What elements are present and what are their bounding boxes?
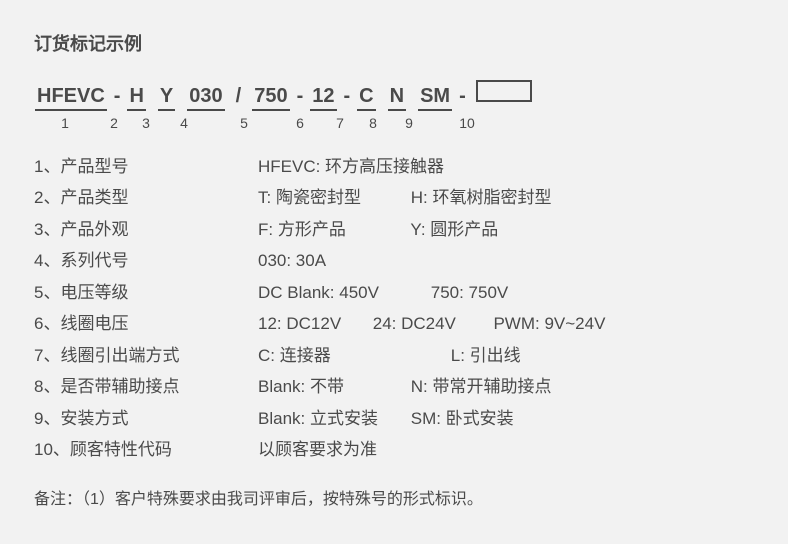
index-4: 4: [160, 115, 208, 131]
index-3: 3: [132, 115, 160, 131]
def-value: 以顾客要求为准: [258, 434, 754, 465]
option: 750: 750V: [431, 283, 509, 302]
index-10: 10: [432, 115, 502, 131]
code-segment-2: H: [127, 85, 145, 111]
def-label: 7、线圈引出端方式: [34, 340, 258, 371]
option: L: 引出线: [451, 346, 521, 365]
section-title: 订货标记示例: [34, 30, 754, 56]
index-5: 5: [208, 115, 280, 131]
def-label: 9、安装方式: [34, 403, 258, 434]
def-value: HFEVC: 环方高压接触器: [258, 151, 754, 182]
def-row-4: 4、系列代号 030: 30A: [34, 245, 754, 276]
def-row-9: 9、安装方式 Blank: 立式安装 SM: 卧式安装: [34, 403, 754, 434]
def-value: DC Blank: 450V 750: 750V: [258, 277, 754, 308]
index-6: 6: [280, 115, 320, 131]
dash-separator: -: [108, 85, 127, 108]
def-value: 030: 30A: [258, 245, 754, 276]
code-segment-7: C: [357, 85, 375, 111]
option: Y: 圆形产品: [410, 220, 498, 239]
option: 24: DC24V: [373, 308, 489, 339]
def-value: C: 连接器 L: 引出线: [258, 340, 754, 371]
index-8: 8: [360, 115, 386, 131]
code-segment-9: SM: [418, 85, 452, 111]
option: PWM: 9V~24V: [493, 314, 605, 333]
option: 12: DC12V: [258, 308, 368, 339]
index-9: 9: [386, 115, 432, 131]
def-label: 8、是否带辅助接点: [34, 371, 258, 402]
dash-separator: -: [291, 85, 310, 108]
def-label: 6、线圈电压: [34, 308, 258, 339]
code-segment-5: 750: [252, 85, 289, 111]
footnote: 备注：（1）客户特殊要求由我司评审后，按特殊号的形式标识。: [34, 485, 754, 509]
index-1: 1: [34, 115, 96, 131]
code-placeholder-box: [476, 80, 532, 102]
def-label: 10、顾客特性代码: [34, 434, 258, 465]
index-2: 2: [96, 115, 132, 131]
code-segment-8: N: [388, 85, 406, 111]
dash-separator: -: [338, 85, 357, 108]
code-segment-4: 030: [187, 85, 224, 111]
code-segment-1: HFEVC: [35, 85, 107, 111]
def-label: 5、电压等级: [34, 277, 258, 308]
def-row-1: 1、产品型号 HFEVC: 环方高压接触器: [34, 151, 754, 182]
def-value: Blank: 不带 N: 带常开辅助接点: [258, 371, 754, 402]
def-row-7: 7、线圈引出端方式 C: 连接器 L: 引出线: [34, 340, 754, 371]
dash-separator: -: [453, 85, 472, 108]
def-row-2: 2、产品类型 T: 陶瓷密封型 H: 环氧树脂密封型: [34, 182, 754, 213]
def-label: 3、产品外观: [34, 214, 258, 245]
def-row-8: 8、是否带辅助接点 Blank: 不带 N: 带常开辅助接点: [34, 371, 754, 402]
def-row-5: 5、电压等级 DC Blank: 450V 750: 750V: [34, 277, 754, 308]
option: H: 环氧树脂密封型: [411, 188, 552, 207]
part-number-code: HFEVC - H Y 030 / 750 - 12 - C N SM -: [34, 80, 754, 111]
slash-separator: /: [226, 85, 252, 108]
option: T: 陶瓷密封型: [258, 182, 406, 213]
def-value: F: 方形产品 Y: 圆形产品: [258, 214, 754, 245]
option: C: 连接器: [258, 340, 446, 371]
def-value: 12: DC12V 24: DC24V PWM: 9V~24V: [258, 308, 754, 339]
part-indices-row: 1 2 3 4 5 6 7 8 9 10: [34, 115, 754, 131]
code-segment-3: Y: [158, 85, 175, 111]
def-row-3: 3、产品外观 F: 方形产品 Y: 圆形产品: [34, 214, 754, 245]
code-segment-6: 12: [310, 85, 336, 111]
def-label: 1、产品型号: [34, 151, 258, 182]
option: SM: 卧式安装: [411, 409, 514, 428]
def-value: T: 陶瓷密封型 H: 环氧树脂密封型: [258, 182, 754, 213]
def-label: 4、系列代号: [34, 245, 258, 276]
option: F: 方形产品: [258, 214, 406, 245]
option: N: 带常开辅助接点: [411, 377, 552, 396]
definitions-list: 1、产品型号 HFEVC: 环方高压接触器 2、产品类型 T: 陶瓷密封型 H:…: [34, 151, 754, 465]
index-7: 7: [320, 115, 360, 131]
def-value: Blank: 立式安装 SM: 卧式安装: [258, 403, 754, 434]
option: Blank: 不带: [258, 371, 406, 402]
option: DC Blank: 450V: [258, 277, 426, 308]
def-row-6: 6、线圈电压 12: DC12V 24: DC24V PWM: 9V~24V: [34, 308, 754, 339]
def-row-10: 10、顾客特性代码 以顾客要求为准: [34, 434, 754, 465]
option: Blank: 立式安装: [258, 403, 406, 434]
def-label: 2、产品类型: [34, 182, 258, 213]
